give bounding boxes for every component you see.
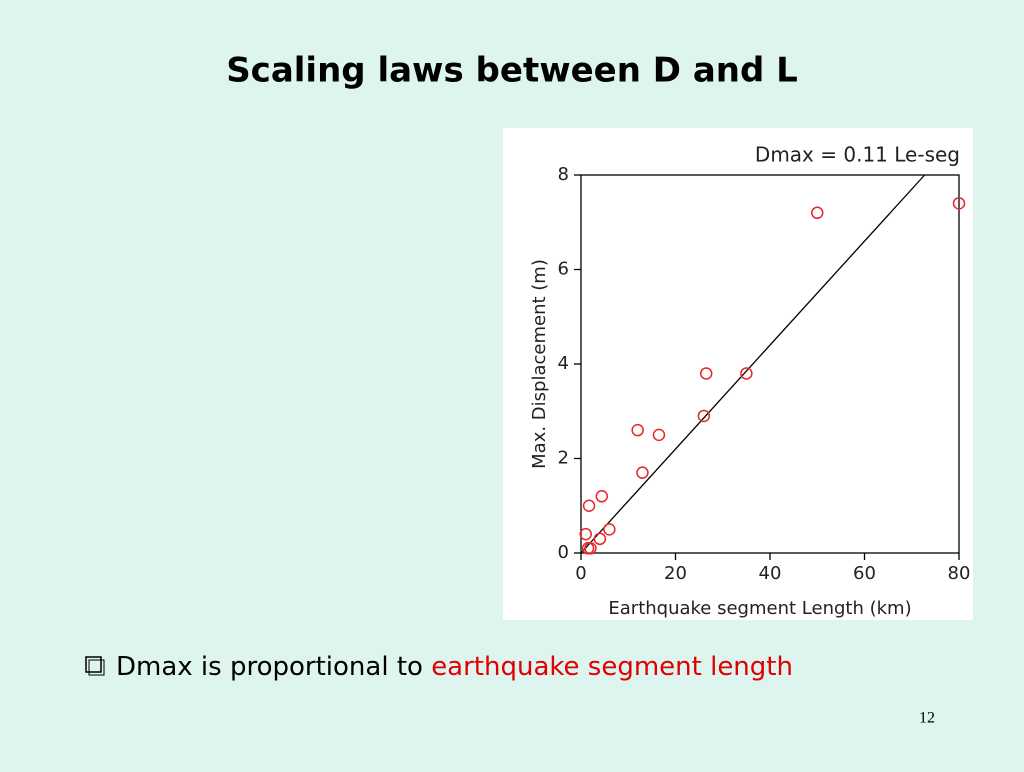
data-point: [579, 527, 592, 541]
fit-line: [580, 174, 926, 554]
y-tick-label: 2: [558, 448, 569, 469]
data-point: [740, 367, 753, 380]
data-point: [584, 542, 597, 555]
data-point: [593, 532, 607, 546]
data-point: [652, 428, 666, 442]
data-point: [603, 523, 616, 536]
x-axis-label: Earthquake segment Length (km): [608, 598, 911, 619]
x-tick-label: 80: [948, 563, 971, 584]
x-tick-label: 20: [664, 563, 687, 584]
bullet-text: Dmax is proportional to earthquake segme…: [116, 652, 793, 682]
data-point: [582, 499, 596, 512]
page-number: 12: [919, 710, 935, 727]
data-point: [595, 490, 609, 503]
data-point: [636, 466, 649, 479]
data-point: [699, 367, 713, 380]
y-axis-label: Max. Displacement (m): [529, 259, 550, 469]
x-tick-label: 0: [575, 563, 586, 584]
y-tick-label: 4: [558, 353, 569, 374]
data-point: [811, 206, 824, 220]
y-tick-label: 6: [558, 259, 569, 280]
slide-title: Scaling laws between D and L: [226, 51, 798, 91]
bullet-highlight: earthquake segment length: [431, 652, 793, 682]
data-point: [697, 409, 711, 423]
bullet-marker-shadow: [88, 659, 105, 676]
x-tick-label: 40: [759, 563, 782, 584]
y-tick-label: 0: [558, 542, 569, 563]
data-point: [631, 423, 644, 437]
data-point: [952, 197, 966, 210]
bullet-marker: [85, 656, 102, 673]
bullet-prefix: Dmax is proportional to: [116, 652, 431, 682]
y-tick-label: 8: [558, 164, 569, 185]
chart-background: [503, 128, 973, 620]
fit-label: Dmax = 0.11 Le-seg: [755, 143, 960, 167]
chart: 0 20 40 60 80 0 2 4 6 8 Earthquake segment Length …: [529, 143, 970, 620]
x-tick-label: 60: [853, 563, 876, 584]
